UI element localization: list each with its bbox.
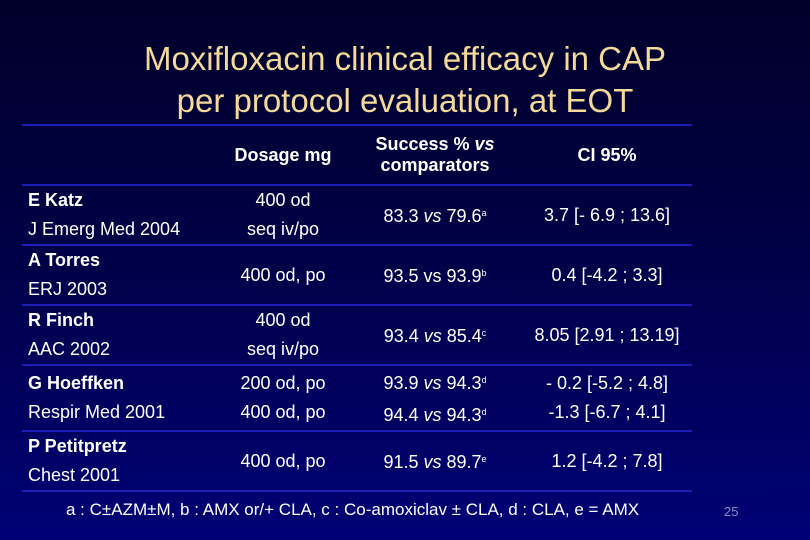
- table-row: P Petitpretz Chest 2001 400 od, po 91.5 vs …: [22, 431, 692, 491]
- table-header-row: Dosage mg Success % vs comparators CI 95…: [22, 125, 692, 185]
- success-cell: 91.5 vs 89.7e: [348, 431, 522, 491]
- dosage-line: 200 od, po: [240, 373, 326, 393]
- slide-number: 25: [724, 504, 739, 519]
- table-row: R Finch AAC 2002 400 od seq iv/po 93.4 vs 85…: [22, 305, 692, 365]
- study-journal: AAC 2002: [28, 339, 111, 359]
- ci-line: 1.2 [-4.2 ; 7.8]: [551, 450, 663, 471]
- success-value: 91.5: [383, 452, 424, 472]
- study-author: A Torres: [28, 250, 101, 270]
- comparator-value: 93.9: [441, 266, 482, 286]
- ci-cell: 8.05 [2.91 ; 13.19]: [522, 305, 692, 365]
- dosage-line: 400 od, po: [240, 450, 326, 471]
- dosage-line: 400 od: [255, 190, 311, 210]
- footnote-marker: a: [481, 208, 487, 218]
- header-dosage: Dosage mg: [234, 144, 332, 165]
- study-cell: A Torres ERJ 2003: [22, 245, 218, 305]
- study-journal: Respir Med 2001: [28, 402, 166, 422]
- success-line: 93.4 vs 85.4c: [348, 319, 522, 351]
- header-ci: CI 95%: [577, 144, 637, 165]
- vs-label: vs: [423, 326, 442, 346]
- dosage-line: seq iv/po: [246, 219, 320, 239]
- study-cell: P Petitpretz Chest 2001: [22, 431, 218, 491]
- success-cell: 93.5 vs 93.9b: [348, 245, 522, 305]
- success-cell: 83.3 vs 79.6a: [348, 185, 522, 245]
- study-cell: G Hoeffken Respir Med 2001: [22, 365, 218, 431]
- success-line: 83.3 vs 79.6a: [348, 199, 522, 231]
- ci-line: 8.05 [2.91 ; 13.19]: [534, 324, 680, 345]
- ci-line: 3.7 [- 6.9 ; 13.6]: [543, 204, 671, 225]
- study-author: G Hoeffken: [28, 373, 125, 393]
- footnote-marker: d: [481, 407, 487, 417]
- study-author: P Petitpretz: [28, 436, 127, 456]
- ci-line: -1.3 [-6.7 ; 4.1]: [548, 402, 666, 422]
- success-value: 94.4: [383, 405, 424, 425]
- ci-cell: 1.2 [-4.2 ; 7.8]: [522, 431, 692, 491]
- dosage-cell: 200 od, po 400 od, po: [218, 365, 348, 431]
- dosage-line: 400 od, po: [240, 264, 326, 285]
- ci-cell: - 0.2 [-5.2 ; 4.8] -1.3 [-6.7 ; 4.1]: [522, 365, 692, 431]
- table-row: G Hoeffken Respir Med 2001 200 od, po 400 o…: [22, 365, 692, 431]
- slide-title: Moxifloxacin clinical efficacy in CAP pe…: [0, 38, 810, 122]
- study-cell: R Finch AAC 2002: [22, 305, 218, 365]
- success-line: 93.9 vs 94.3d: [348, 366, 522, 398]
- success-value: 93.9: [383, 373, 424, 393]
- success-line: 93.5 vs 93.9b: [348, 259, 522, 291]
- study-author: E Katz: [28, 190, 84, 210]
- table-row: E Katz J Emerg Med 2004 400 od seq iv/po 83.…: [22, 185, 692, 245]
- success-cell: 93.4 vs 85.4c: [348, 305, 522, 365]
- study-author: R Finch: [28, 310, 94, 330]
- dosage-cell: 400 od, po: [218, 431, 348, 491]
- success-cell: 93.9 vs 94.3d 94.4 vs 94.3d: [348, 365, 522, 431]
- dosage-cell: 400 od seq iv/po: [218, 305, 348, 365]
- efficacy-table: Dosage mg Success % vs comparators CI 95…: [22, 124, 692, 492]
- table-row: A Torres ERJ 2003 400 od, po 93.5 vs 93.9b 0…: [22, 245, 692, 305]
- dosage-line: 400 od, po: [240, 402, 326, 422]
- header-success: Success % vs comparators: [375, 134, 495, 175]
- comparator-value: 79.6: [441, 206, 482, 226]
- dosage-line: seq iv/po: [246, 339, 320, 359]
- success-value: 93.4: [383, 326, 424, 346]
- vs-label: vs: [423, 452, 442, 472]
- study-journal: Chest 2001: [28, 465, 121, 485]
- vs-label: vs: [423, 405, 442, 425]
- ci-line: 0.4 [-4.2 ; 3.3]: [551, 264, 663, 285]
- ci-cell: 0.4 [-4.2 ; 3.3]: [522, 245, 692, 305]
- study-cell: E Katz J Emerg Med 2004: [22, 185, 218, 245]
- footnote-marker: b: [481, 268, 487, 278]
- comparator-value: 94.3: [441, 405, 482, 425]
- vs-label: vs: [423, 266, 442, 286]
- footnote: a : C±AZM±M, b : AMX or/+ CLA, c : Co-am…: [66, 500, 640, 519]
- dosage-line: 400 od: [255, 310, 311, 330]
- success-value: 93.5: [383, 266, 424, 286]
- success-line: 94.4 vs 94.3d: [348, 398, 522, 430]
- footnote-marker: c: [481, 328, 487, 338]
- study-journal: J Emerg Med 2004: [28, 219, 181, 239]
- comparator-value: 85.4: [441, 326, 482, 346]
- vs-label: vs: [423, 373, 442, 393]
- ci-cell: 3.7 [- 6.9 ; 13.6]: [522, 185, 692, 245]
- table-body: E Katz J Emerg Med 2004 400 od seq iv/po 83.…: [22, 185, 692, 491]
- footnote-marker: e: [481, 454, 487, 464]
- header-empty-cell: [22, 125, 218, 185]
- dosage-cell: 400 od seq iv/po: [218, 185, 348, 245]
- dosage-cell: 400 od, po: [218, 245, 348, 305]
- comparator-value: 89.7: [441, 452, 482, 472]
- ci-line: - 0.2 [-5.2 ; 4.8]: [545, 373, 669, 393]
- success-line: 91.5 vs 89.7e: [348, 445, 522, 477]
- title-line-1: Moxifloxacin clinical efficacy in CAP: [143, 40, 667, 77]
- title-line-2: per protocol evaluation, at EOT: [176, 82, 634, 119]
- success-value: 83.3: [383, 206, 424, 226]
- study-journal: ERJ 2003: [28, 279, 108, 299]
- comparator-value: 94.3: [441, 373, 482, 393]
- footnote-marker: d: [481, 375, 487, 385]
- vs-label: vs: [423, 206, 442, 226]
